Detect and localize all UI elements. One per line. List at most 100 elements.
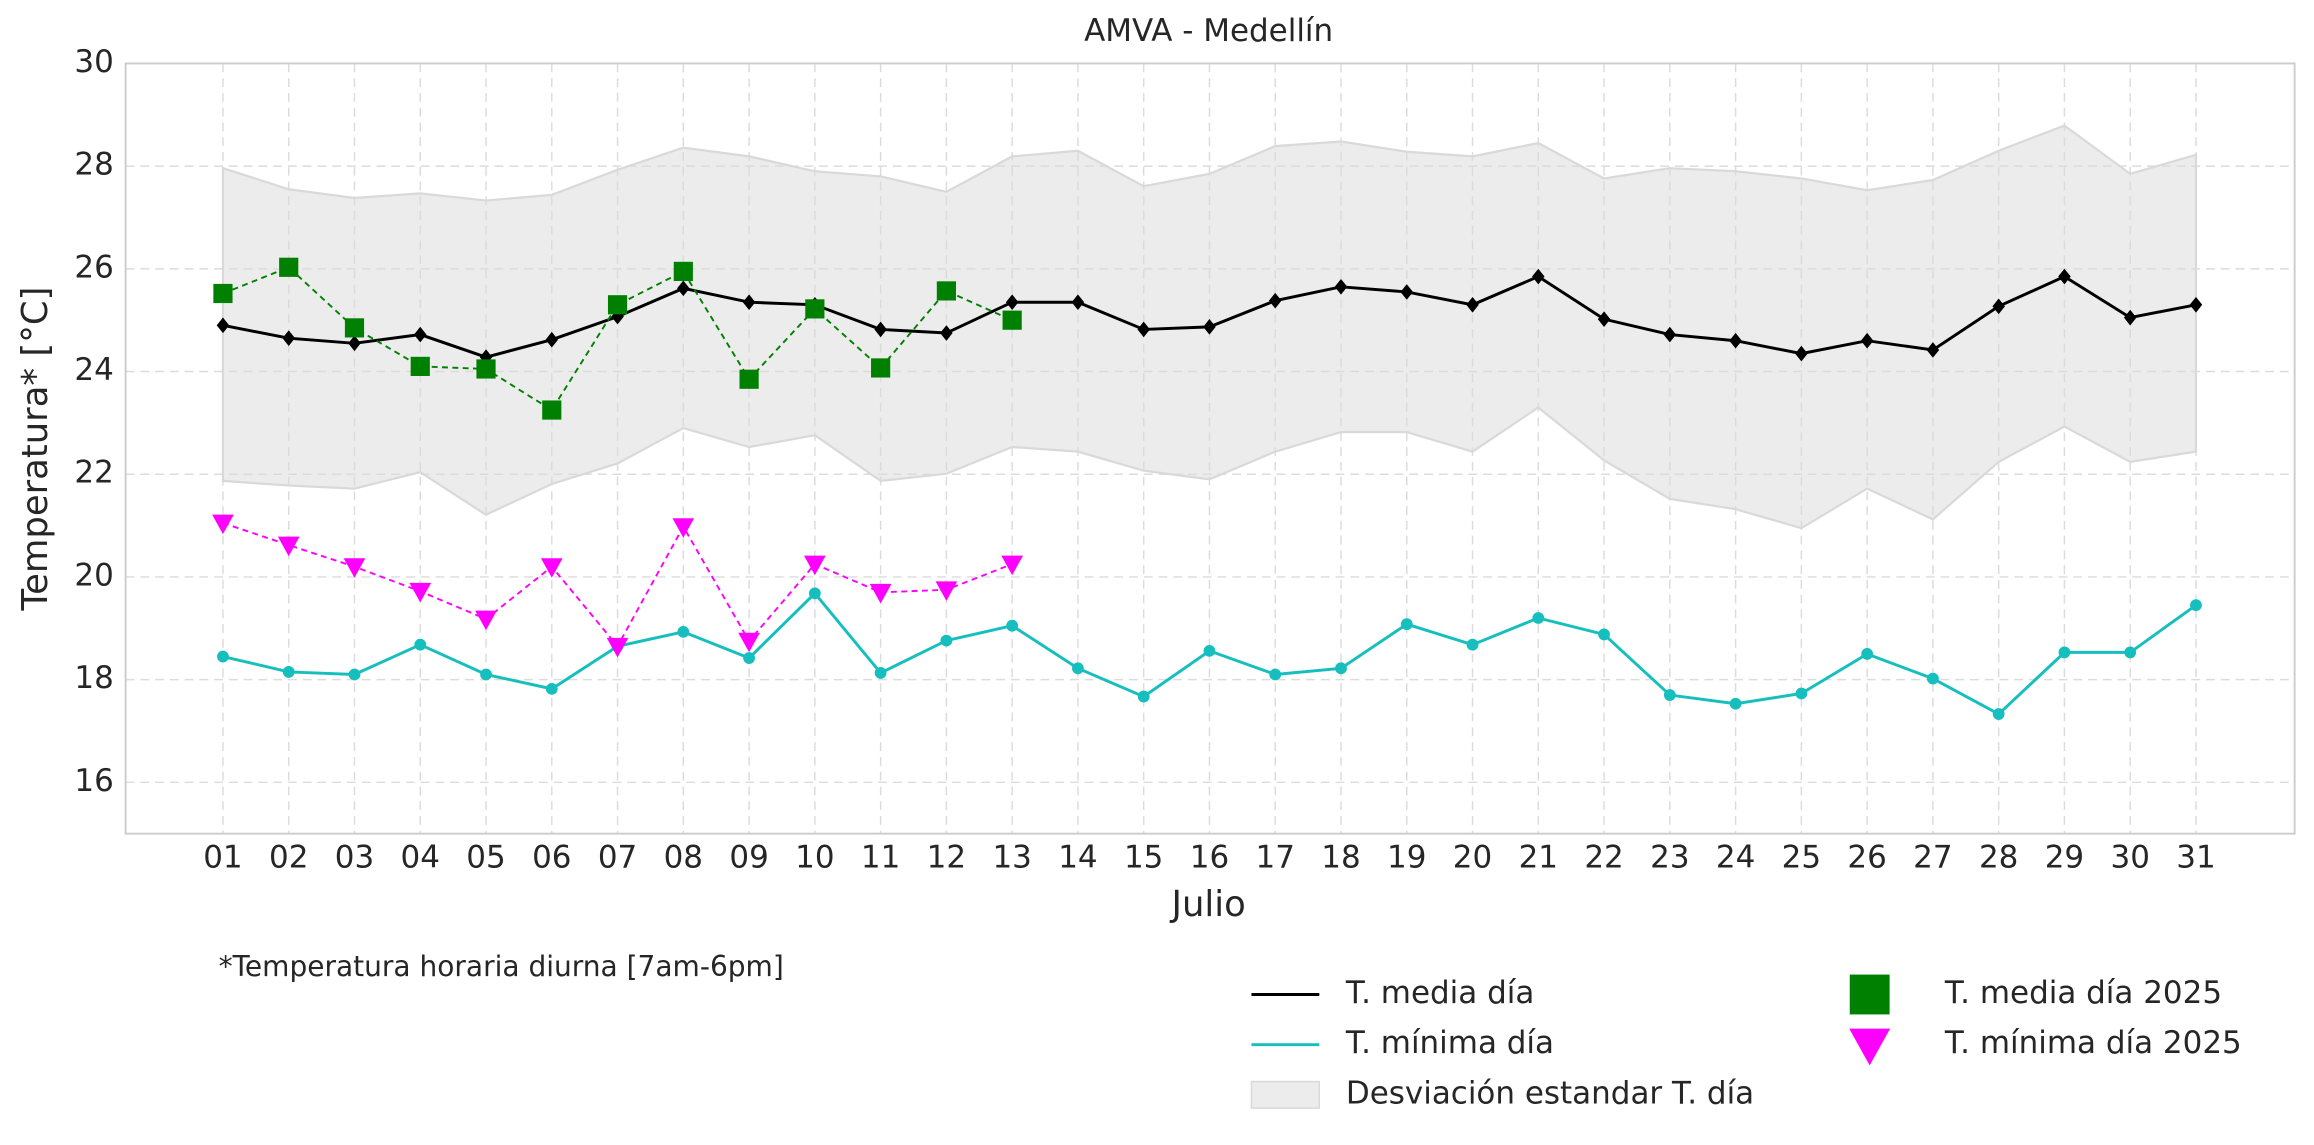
legend-label: T. mínima día 2025 [1944, 1025, 2242, 1061]
marker [2123, 309, 2137, 326]
legend-label: T. media día [1345, 975, 1534, 1011]
marker [1269, 668, 1282, 681]
marker [1005, 294, 1019, 311]
marker [1203, 319, 1216, 335]
marker [874, 321, 887, 338]
x-tick-label: 06 [532, 839, 571, 875]
x-tick-label: 10 [795, 839, 834, 875]
marker [2124, 646, 2137, 659]
marker [277, 536, 300, 557]
marker [1268, 292, 1282, 309]
x-tick-label: 17 [1256, 839, 1295, 875]
marker [1849, 1028, 1891, 1066]
legend-label: Desviación estandar T. día [1346, 1075, 1754, 1111]
marker [545, 682, 558, 695]
x-tick-label: 28 [1979, 839, 2018, 875]
marker [217, 650, 229, 663]
marker [480, 668, 492, 681]
x-tick-label: 27 [1913, 839, 1952, 875]
marker [1861, 648, 1874, 660]
marker [869, 583, 892, 604]
y-tick-label: 16 [74, 763, 113, 799]
marker [1532, 612, 1545, 624]
marker [673, 261, 693, 281]
marker [1729, 332, 1742, 349]
marker [1400, 284, 1414, 300]
marker [1203, 644, 1216, 657]
marker [1334, 278, 1348, 295]
x-tick-label: 12 [927, 839, 966, 875]
marker [1071, 294, 1085, 311]
y-axis-label: Temperatura* [°C] [15, 287, 56, 612]
marker [1663, 689, 1676, 701]
marker [344, 318, 365, 338]
x-tick-label: 30 [2110, 839, 2149, 875]
y-tick-label: 26 [74, 249, 113, 285]
marker [1926, 342, 1940, 358]
y-tick-label: 30 [74, 44, 113, 80]
marker [348, 668, 361, 681]
marker [1598, 628, 1610, 641]
marker [1926, 672, 1939, 685]
marker [606, 637, 629, 658]
y-tick-label: 28 [74, 147, 113, 183]
marker [2058, 646, 2071, 659]
plot-frame [124, 62, 2296, 835]
marker [607, 295, 628, 315]
marker [1072, 662, 1084, 675]
x-tick-label: 02 [269, 839, 308, 875]
x-tick-label: 07 [598, 839, 637, 875]
x-tick-label: 05 [466, 839, 505, 875]
x-tick-label: 08 [664, 839, 703, 875]
marker [677, 625, 690, 638]
marker [348, 335, 361, 352]
legend-handle [1250, 1080, 1321, 1109]
marker [1795, 345, 1808, 362]
x-tick-label: 29 [2045, 839, 2084, 875]
marker [414, 638, 427, 651]
marker [475, 610, 497, 631]
marker [343, 558, 366, 578]
x-tick-label: 26 [1847, 839, 1886, 875]
marker [282, 330, 295, 346]
marker [1992, 298, 2005, 315]
marker [742, 294, 756, 311]
marker [282, 666, 295, 678]
x-tick-label: 18 [1321, 839, 1360, 875]
marker [940, 325, 953, 341]
marker [1137, 690, 1150, 703]
legend-label: T. media día 2025 [1944, 975, 2222, 1011]
marker [540, 558, 563, 578]
marker [2189, 296, 2203, 313]
marker [1663, 326, 1677, 343]
marker [804, 555, 826, 576]
marker [212, 514, 234, 535]
x-tick-label: 21 [1519, 839, 1558, 875]
x-tick-label: 20 [1453, 839, 1492, 875]
marker [1001, 555, 1024, 576]
y-tick-label: 18 [74, 660, 113, 696]
marker [738, 632, 760, 653]
marker [805, 299, 825, 319]
marker [542, 400, 562, 420]
marker [1795, 687, 1808, 700]
x-tick-label: 11 [861, 839, 900, 875]
marker [545, 331, 559, 348]
marker [1466, 296, 1479, 313]
legend-label: T. mínima día [1345, 1025, 1554, 1061]
marker [410, 356, 430, 376]
marker [1729, 697, 1742, 710]
marker [935, 581, 958, 601]
x-tick-label: 15 [1124, 839, 1163, 875]
marker [279, 257, 299, 277]
marker [808, 587, 821, 600]
marker [1400, 618, 1413, 631]
marker [413, 326, 427, 343]
marker [871, 358, 891, 378]
marker [1992, 708, 2005, 720]
x-axis-label: Julio [1170, 884, 1246, 925]
marker [1860, 332, 1874, 349]
x-tick-label: 16 [1190, 839, 1229, 875]
annotation: *Temperatura horaria diurna [7am-6pm] [219, 950, 784, 983]
